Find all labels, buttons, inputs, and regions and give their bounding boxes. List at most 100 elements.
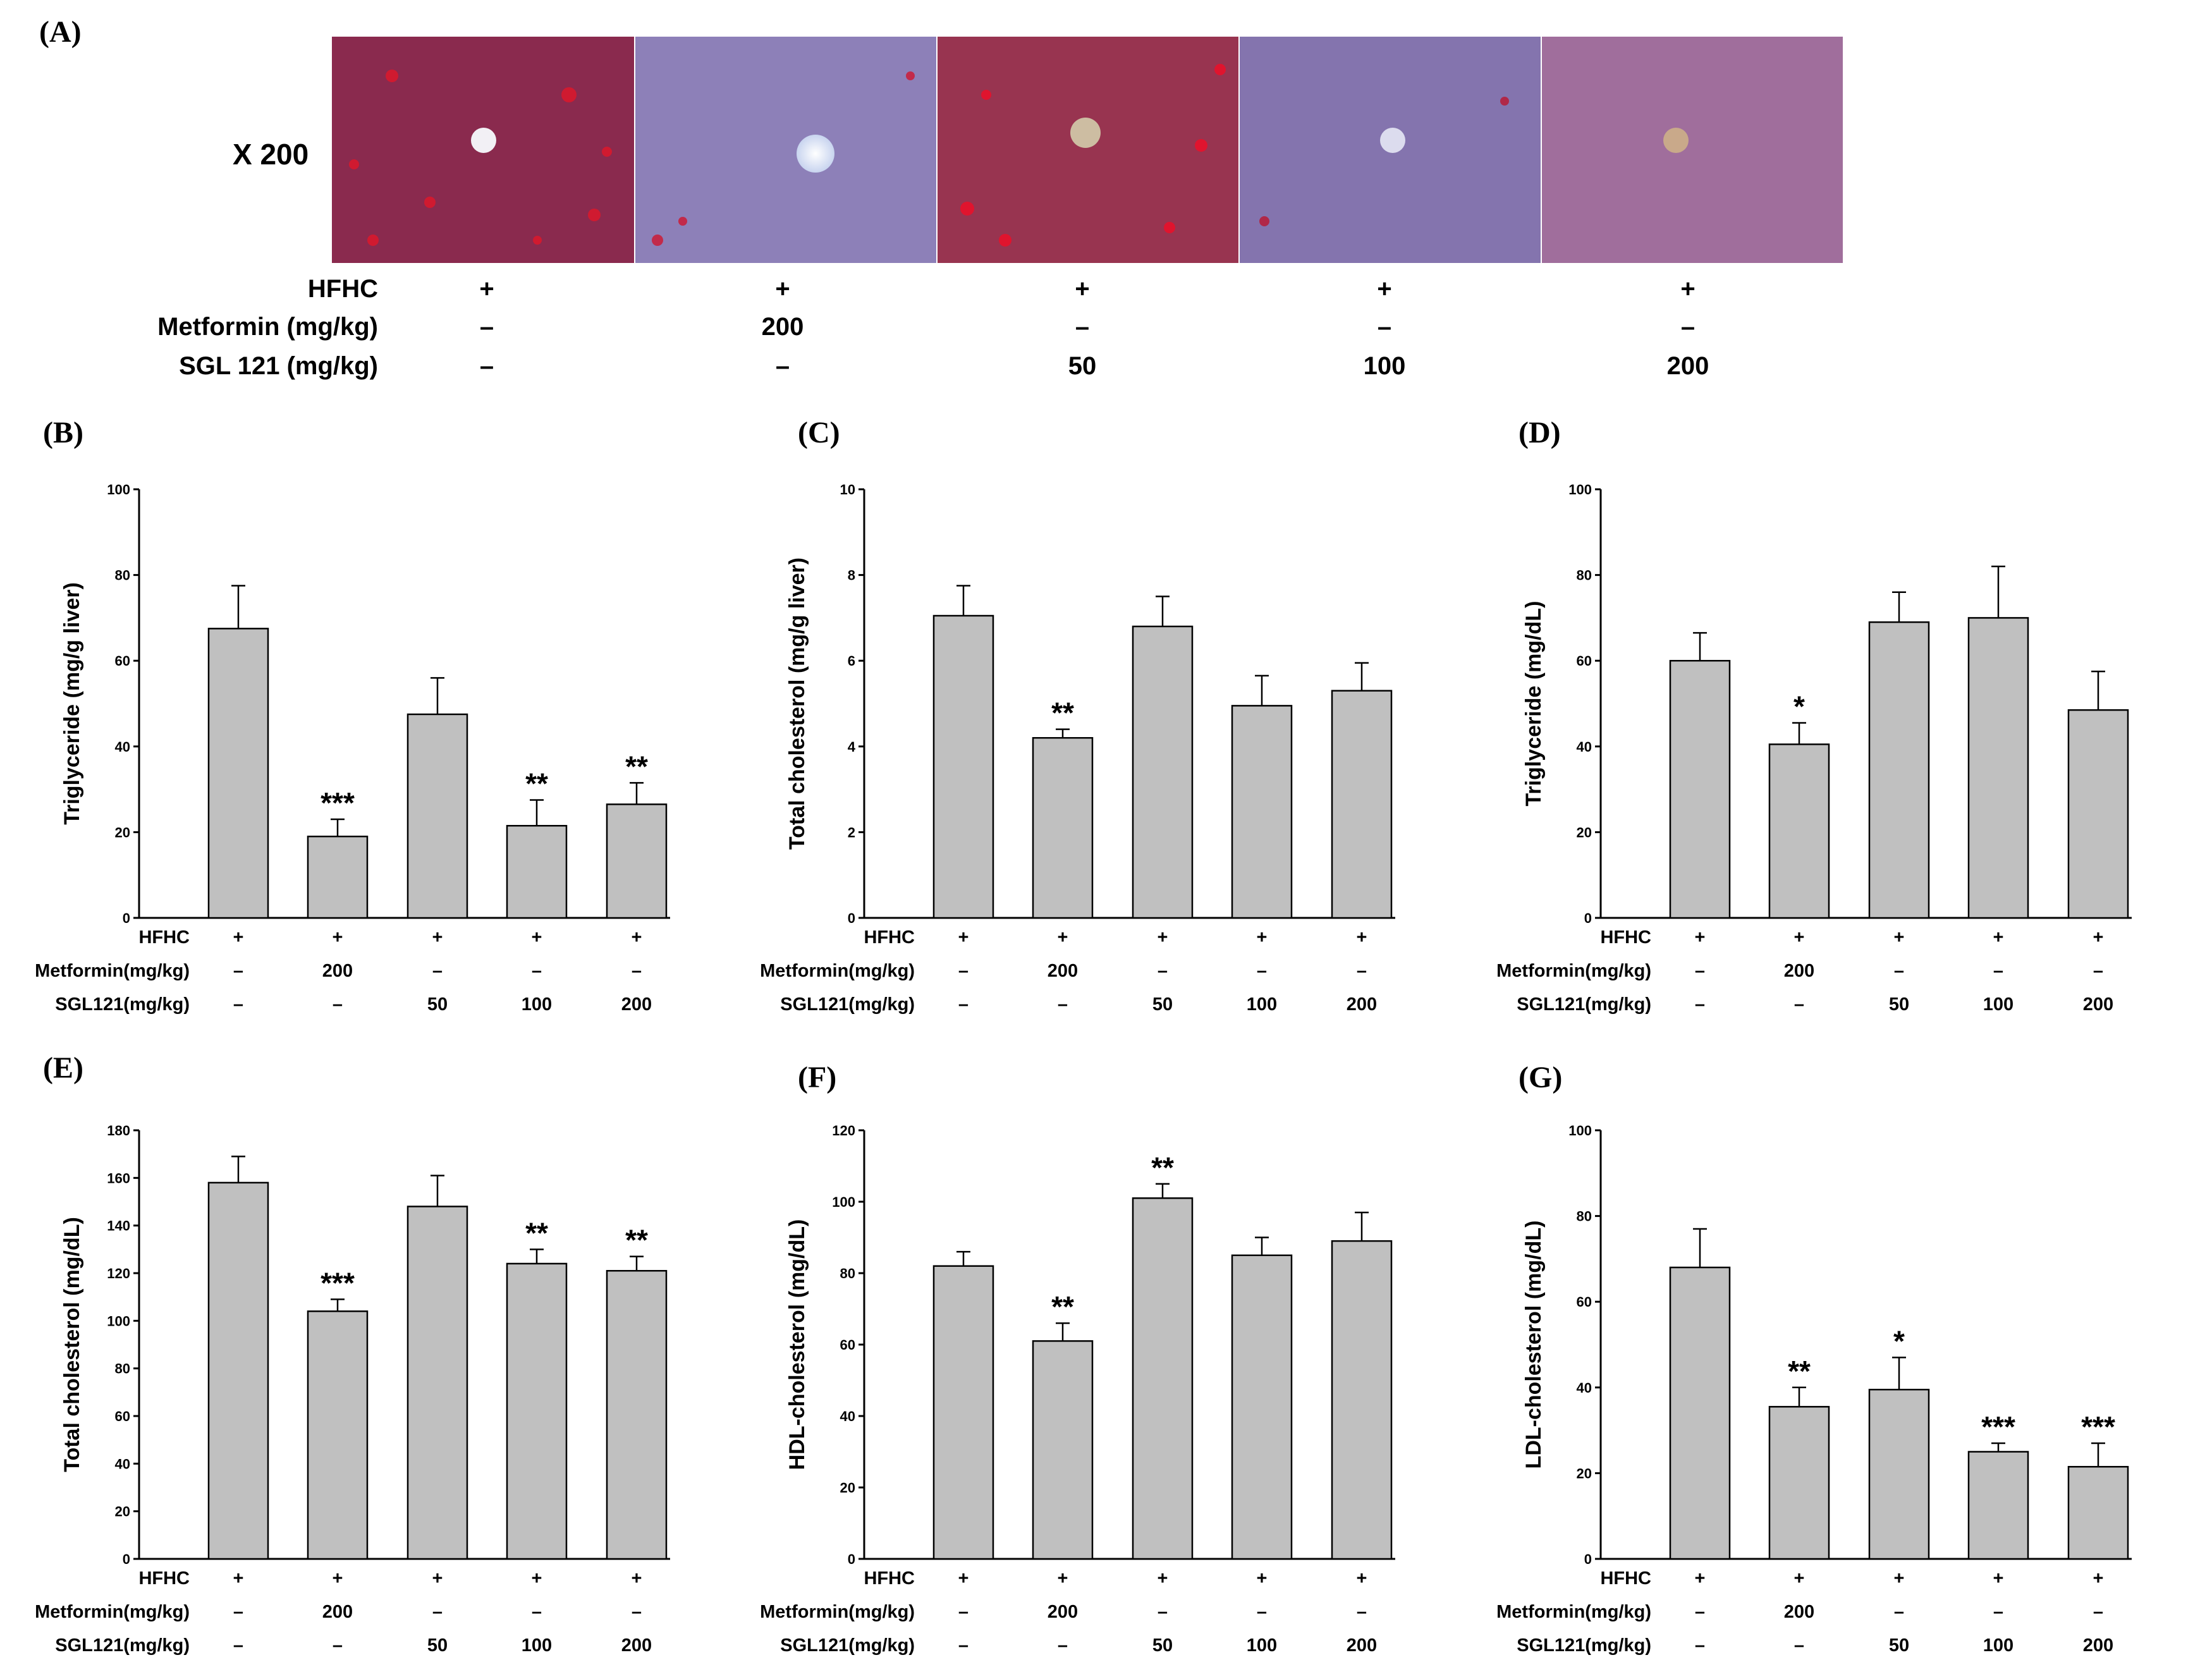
treatment-cell: + — [1158, 927, 1168, 948]
treatment-cell: + — [1357, 927, 1367, 948]
panel-a-cell: – — [480, 352, 494, 380]
micrograph-2 — [635, 37, 936, 263]
treatment-cell: 100 — [1983, 994, 2013, 1015]
treatment-row-label: Metformin(mg/kg) — [760, 961, 915, 981]
bar — [606, 1269, 668, 1560]
y-axis-title: Triglyceride (mg/g liver) — [60, 582, 84, 825]
panel-a-cell: – — [1681, 313, 1695, 341]
micrograph-3 — [938, 37, 1238, 263]
y-tick-label: 8 — [848, 568, 855, 583]
panel-letter: (G) — [1518, 1061, 1562, 1094]
treatment-cell: – — [1357, 1602, 1367, 1622]
chart-panel: (D) Triglyceride (mg/dL) 0 20 40 60 80 100 * HFHC… — [1496, 416, 2132, 1015]
y-tick-label: 80 — [115, 568, 130, 583]
treatment-row-label: Metformin(mg/kg) — [35, 961, 190, 981]
treatment-cell: + — [1695, 1568, 1706, 1589]
significance-marker: ** — [1788, 1355, 1811, 1388]
treatment-cell: 200 — [2083, 1635, 2113, 1656]
chart-panel: (C) Total cholesterol (mg/g liver) 0 2 4 6 8 10… — [760, 416, 1395, 1015]
micrograph-5 — [1542, 37, 1843, 263]
y-tick-label: 2 — [848, 824, 855, 840]
bar — [1967, 1451, 2029, 1560]
treatment-cell: + — [2093, 1568, 2104, 1589]
treatment-cell: 50 — [1889, 994, 1909, 1015]
bar — [1868, 621, 1930, 919]
treatment-cell: + — [1158, 1568, 1168, 1589]
treatment-cell: – — [958, 961, 969, 981]
treatment-cell: + — [1058, 927, 1068, 948]
bar — [606, 803, 668, 919]
treatment-cell: – — [632, 961, 642, 981]
significance-marker: * — [1793, 690, 1805, 723]
y-tick-label: 60 — [1577, 653, 1592, 669]
treatment-cell: – — [1894, 1602, 1904, 1622]
treatment-cell: – — [1357, 961, 1367, 981]
treatment-cell: – — [333, 1635, 343, 1656]
y-tick-label: 80 — [1577, 1209, 1592, 1224]
treatment-row-label: SGL121(mg/kg) — [1517, 1635, 1651, 1656]
bar — [1768, 743, 1830, 919]
bar — [1967, 617, 2029, 919]
treatment-cell: + — [1257, 1568, 1268, 1589]
bar — [1669, 659, 1731, 919]
treatment-cell: – — [233, 1635, 243, 1656]
treatment-cell: + — [1794, 927, 1805, 948]
significance-marker: *** — [321, 786, 355, 819]
treatment-cell: – — [1993, 1602, 2003, 1622]
treatment-cell: + — [333, 927, 343, 948]
treatment-cell: – — [1695, 994, 1705, 1015]
treatment-cell: 200 — [322, 1602, 353, 1622]
y-tick-label: 100 — [107, 482, 130, 498]
treatment-cell: 200 — [322, 961, 353, 981]
panel-a-cell: + — [1075, 275, 1089, 303]
panel-letter: (F) — [798, 1061, 836, 1094]
treatment-cell: – — [532, 961, 542, 981]
panel-letter: (E) — [43, 1051, 83, 1085]
treatment-cell: + — [1794, 1568, 1805, 1589]
y-axis-title: HDL-cholesterol (mg/dL) — [785, 1219, 809, 1470]
treatment-cell: 200 — [1347, 994, 1377, 1015]
treatment-cell: 50 — [1152, 994, 1173, 1015]
treatment-cell: 200 — [1048, 1602, 1078, 1622]
panel-a: (A) X 200 — [39, 15, 1843, 380]
treatment-cell: 50 — [427, 1635, 448, 1656]
y-tick-label: 80 — [1577, 568, 1592, 583]
y-tick-label: 100 — [832, 1194, 855, 1210]
treatment-cell: – — [233, 961, 243, 981]
y-tick-label: 20 — [115, 824, 130, 840]
y-tick-label: 0 — [848, 910, 855, 926]
treatment-cell: 200 — [621, 994, 652, 1015]
y-tick-label: 40 — [1577, 739, 1592, 755]
treatment-cell: + — [532, 927, 542, 948]
panel-a-cell: + — [1377, 275, 1391, 303]
treatment-cell: – — [1257, 961, 1267, 981]
treatment-cell: 50 — [1889, 1635, 1909, 1656]
significance-marker: ** — [525, 1216, 548, 1249]
treatment-cell: – — [1257, 1602, 1267, 1622]
treatment-cell: 100 — [1247, 1635, 1277, 1656]
panel-a-cell: 200 — [1667, 352, 1709, 380]
treatment-cell: – — [1158, 1602, 1168, 1622]
bar — [307, 835, 369, 919]
treatment-cell: – — [1695, 1635, 1705, 1656]
panel-a-row-label: SGL 121 (mg/kg) — [179, 352, 378, 380]
chart-panel: (B) Triglyceride (mg/g liver) 0 20 40 60 80 100… — [35, 416, 670, 1015]
bar — [2067, 709, 2129, 919]
treatment-cell: – — [1158, 961, 1168, 981]
treatment-row-label: HFHC — [864, 927, 915, 948]
y-tick-label: 60 — [840, 1337, 855, 1353]
treatment-cell: + — [233, 1568, 244, 1589]
treatment-cell: 100 — [522, 1635, 552, 1656]
treatment-cell: – — [432, 961, 443, 981]
treatment-row-label: HFHC — [1600, 927, 1651, 948]
treatment-row-label: Metformin(mg/kg) — [1496, 961, 1651, 981]
treatment-cell: 50 — [427, 994, 448, 1015]
treatment-cell: – — [233, 994, 243, 1015]
y-tick-label: 6 — [848, 653, 855, 669]
bar — [1132, 1197, 1194, 1560]
bar — [406, 713, 468, 919]
treatment-cell: 200 — [1347, 1635, 1377, 1656]
treatment-cell: + — [532, 1568, 542, 1589]
treatment-cell: 200 — [1784, 1602, 1814, 1622]
y-tick-label: 60 — [1577, 1294, 1592, 1310]
